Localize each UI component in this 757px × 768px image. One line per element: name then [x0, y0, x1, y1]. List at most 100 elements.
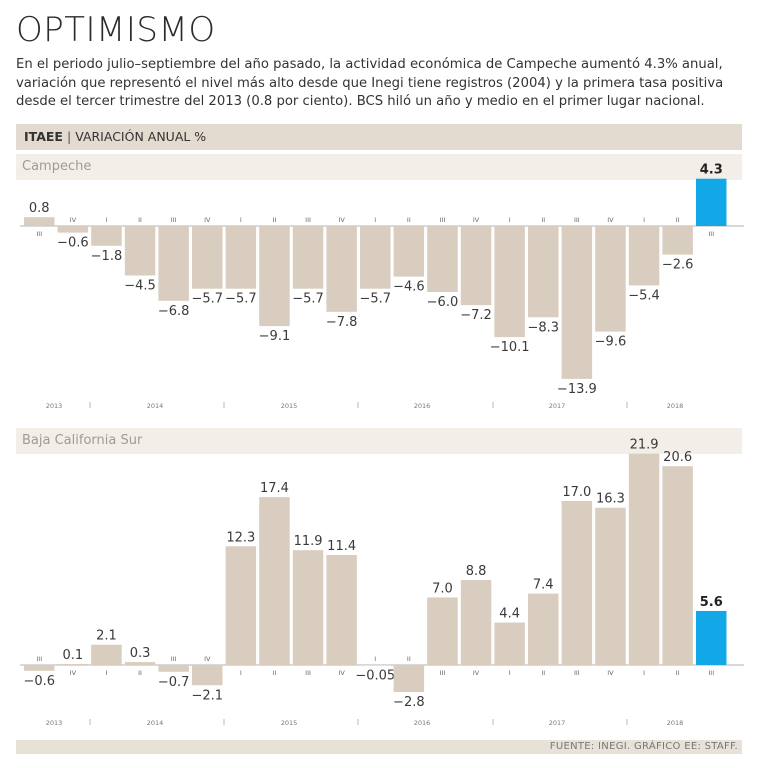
bcs-bar — [326, 554, 357, 665]
campeche-bar — [528, 226, 559, 318]
bcs-value-label: −0.05 — [355, 668, 395, 683]
campeche-band — [16, 154, 742, 180]
bcs-value-label: 12.3 — [226, 530, 255, 545]
campeche-bar — [292, 226, 324, 289]
bcs-quarter-label: I — [240, 669, 242, 677]
campeche-bar — [91, 226, 122, 246]
campeche-value-label: −6.0 — [427, 295, 459, 310]
campeche-bar — [360, 226, 391, 289]
campeche-value-label: −2.6 — [662, 258, 694, 273]
campeche-value-label: −0.6 — [57, 236, 89, 251]
source-note: FUENTE: INEGI. GRÁFICO EE: STAFF. — [549, 741, 738, 752]
bcs-bar — [292, 550, 324, 665]
bcs-bar — [696, 610, 727, 665]
bcs-quarter-label: III — [36, 655, 42, 663]
bcs-quarter-label: I — [509, 669, 511, 677]
bcs-quarter-label: III — [305, 669, 311, 677]
bcs-value-label: 11.4 — [327, 539, 356, 554]
campeche-bar — [158, 226, 189, 301]
bcs-bar — [158, 665, 189, 672]
bcs-quarter-label: II — [407, 655, 411, 663]
campeche-value-label: −8.3 — [527, 320, 559, 335]
campeche-bar — [124, 226, 156, 276]
bcs-bar — [494, 622, 525, 665]
campeche-quarter-label: I — [509, 216, 511, 224]
campeche-value-label: −1.8 — [91, 249, 123, 264]
bcs-value-label: 17.4 — [260, 481, 289, 496]
campeche-bar — [393, 226, 425, 277]
bcs-value-label: 5.6 — [700, 595, 723, 610]
page-title: OPTIMISMO — [16, 10, 216, 50]
bcs-value-label: −2.1 — [191, 688, 223, 703]
bcs-bar — [91, 644, 122, 665]
bcs-bar — [192, 665, 223, 686]
campeche-quarter-label: II — [138, 216, 142, 224]
campeche-quarter-label: II — [541, 216, 545, 224]
bcs-quarter-label: III — [171, 655, 177, 663]
campeche-bar — [259, 226, 290, 327]
bcs-bar — [24, 665, 55, 671]
bcs-quarter-label: III — [708, 669, 714, 677]
bcs-year-label: 2014 — [147, 719, 164, 727]
campeche-bar — [24, 217, 55, 226]
campeche-value-label: −9.1 — [259, 329, 291, 344]
campeche-quarter-label: IV — [70, 216, 77, 224]
bcs-year-label: 2015 — [281, 719, 298, 727]
bcs-value-label: 7.0 — [432, 581, 453, 596]
campeche-value-label: −7.2 — [460, 308, 492, 323]
bcs-quarter-label: IV — [338, 669, 345, 677]
campeche-quarter-label: III — [708, 230, 714, 238]
campeche-year-label: 2017 — [549, 402, 566, 410]
header-separator: | — [66, 129, 72, 144]
campeche-bar — [460, 226, 492, 306]
campeche-value-label: −4.5 — [124, 279, 156, 294]
bcs-value-label: 0.3 — [130, 646, 151, 661]
campeche-value-label: −5.4 — [628, 288, 660, 303]
campeche-quarter-label: III — [305, 216, 311, 224]
bcs-value-label: 8.8 — [466, 564, 487, 579]
measure-label: VARIACIÓN ANUAL % — [75, 129, 207, 144]
bcs-year-label: 2018 — [667, 719, 684, 727]
campeche-quarter-label: III — [36, 230, 42, 238]
bcs-value-label: 4.4 — [499, 607, 520, 622]
bcs-value-label: 11.9 — [294, 534, 323, 549]
bcs-quarter-label: III — [574, 669, 580, 677]
bcs-quarter-label: II — [541, 669, 545, 677]
campeche-quarter-label: III — [574, 216, 580, 224]
campeche-value-label: 0.8 — [29, 201, 50, 216]
campeche-value-label: −7.8 — [326, 315, 358, 330]
campeche-value-label: −4.6 — [393, 280, 425, 295]
campeche-value-label: −6.8 — [158, 304, 190, 319]
bcs-value-label: −0.7 — [158, 675, 190, 690]
bcs-quarter-label: I — [374, 655, 376, 663]
campeche-value-label: −9.6 — [595, 335, 627, 350]
bcs-year-label: 2013 — [46, 719, 63, 727]
bcs-bar — [225, 546, 257, 665]
bcs-bar — [57, 664, 89, 665]
bcs-quarter-label: IV — [607, 669, 614, 677]
campeche-year-label: 2014 — [147, 402, 164, 410]
bcs-quarter-label: I — [643, 669, 645, 677]
bcs-value-label: 0.1 — [63, 648, 84, 663]
bcs-bar — [662, 466, 693, 665]
campeche-bar — [628, 226, 660, 286]
bcs-quarter-label: I — [105, 669, 107, 677]
bcs-band — [16, 428, 742, 454]
campeche-bar — [57, 226, 89, 233]
bcs-value-label: 20.6 — [663, 450, 692, 465]
subtitle: En el periodo julio–septiembre del año p… — [16, 57, 724, 109]
campeche-bar — [427, 226, 458, 292]
campeche-year-label: 2016 — [414, 402, 431, 410]
campeche-bar — [326, 226, 357, 312]
campeche-value-label: −5.7 — [359, 292, 391, 307]
campeche-bar — [494, 226, 525, 338]
bcs-bar — [124, 662, 156, 665]
bcs-bar — [360, 665, 391, 666]
campeche-quarter-label: IV — [338, 216, 345, 224]
campeche-value-label: −5.7 — [225, 292, 257, 307]
bcs-quarter-label: II — [676, 669, 680, 677]
bcs-year-label: 2017 — [549, 719, 566, 727]
campeche-value-label: −13.9 — [557, 382, 597, 397]
campeche-quarter-label: II — [407, 216, 411, 224]
